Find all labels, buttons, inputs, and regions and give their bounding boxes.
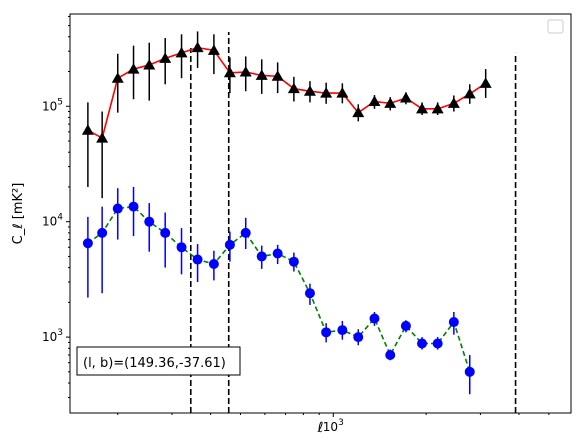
- plot-frame: [69, 13, 572, 414]
- marker-0-21: [416, 102, 429, 114]
- marker-1-20: [400, 320, 411, 331]
- marker-0-15: [320, 87, 333, 98]
- axis-ticks: [66, 15, 550, 417]
- marker-0-9: [223, 66, 236, 78]
- marker-0-7: [191, 41, 204, 53]
- marker-0-16: [336, 87, 349, 98]
- marker-1-8: [208, 258, 219, 269]
- marker-0-3: [127, 63, 140, 74]
- marker-0-19: [384, 97, 397, 108]
- marker-1-3: [128, 201, 139, 212]
- marker-1-12: [272, 248, 283, 259]
- marker-1-9: [224, 239, 235, 250]
- marker-1-4: [144, 216, 155, 227]
- marker-0-18: [368, 95, 381, 106]
- marker-1-22: [432, 338, 443, 349]
- marker-1-11: [256, 251, 267, 262]
- annotation-box: (l, b)=(149.36,-37.61): [76, 346, 241, 376]
- marker-0-12: [271, 70, 284, 81]
- y-tick-label: 105: [42, 97, 63, 113]
- marker-0-13: [287, 82, 300, 94]
- marker-0-17: [352, 106, 365, 118]
- y-tick-label: 104: [42, 213, 63, 229]
- marker-0-8: [207, 44, 220, 55]
- marker-0-6: [175, 46, 188, 58]
- marker-0-14: [303, 85, 316, 96]
- series-line-0: [87, 46, 487, 140]
- marker-0-10: [239, 66, 252, 77]
- marker-0-11: [255, 69, 268, 80]
- marker-1-14: [304, 288, 315, 299]
- marker-1-7: [192, 254, 203, 265]
- marker-1-17: [353, 332, 364, 343]
- marker-0-0: [81, 124, 94, 135]
- marker-1-16: [337, 325, 348, 336]
- marker-1-24: [464, 366, 475, 377]
- marker-0-2: [111, 72, 124, 83]
- marker-0-20: [399, 91, 412, 103]
- y-axis-label: C_ℓ [mK²]: [11, 183, 26, 245]
- x-axis-label: ℓ: [317, 420, 324, 436]
- marker-0-24: [463, 87, 476, 99]
- marker-0-4: [143, 58, 156, 70]
- marker-1-13: [288, 256, 299, 267]
- marker-1-18: [369, 313, 380, 324]
- marker-0-1: [96, 132, 109, 143]
- marker-0-25: [479, 77, 492, 88]
- series-lines: [87, 46, 487, 373]
- x-tick-label: 103: [323, 418, 344, 434]
- marker-1-6: [176, 242, 187, 253]
- marker-1-2: [112, 203, 123, 214]
- data-markers: [81, 41, 492, 377]
- annotation-text: (l, b)=(149.36,-37.61): [83, 356, 226, 371]
- marker-0-5: [159, 52, 172, 63]
- marker-1-23: [448, 317, 459, 328]
- marker-1-21: [417, 338, 428, 349]
- marker-1-0: [82, 238, 93, 249]
- marker-0-23: [447, 97, 460, 108]
- error-bars: [87, 31, 487, 395]
- marker-1-19: [385, 349, 396, 360]
- marker-0-22: [431, 102, 444, 114]
- marker-1-10: [240, 227, 251, 238]
- marker-1-15: [321, 327, 332, 338]
- marker-1-5: [160, 227, 171, 238]
- marker-1-1: [97, 227, 108, 238]
- y-tick-label: 103: [42, 328, 63, 344]
- legend[interactable]: [547, 19, 564, 34]
